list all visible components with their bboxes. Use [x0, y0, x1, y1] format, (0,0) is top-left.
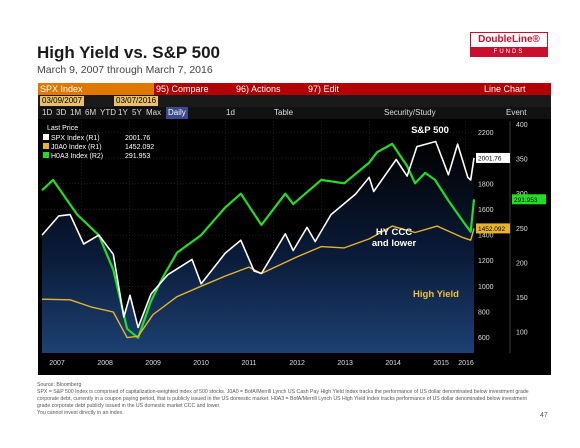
actions-menu[interactable]: 96) Actions [236, 84, 281, 94]
y-right-tick-label: 200 [516, 260, 528, 267]
spx-last-tag-bg [476, 152, 510, 163]
x-tick-label: 2011 [242, 360, 257, 367]
period-6m[interactable]: 6M [85, 108, 97, 117]
x-tick-label: 2008 [97, 360, 113, 367]
ccc-last-tag-bg [512, 194, 546, 205]
interval-select[interactable]: 1d [226, 108, 235, 117]
date-from-input[interactable]: 03/09/2007 [40, 96, 85, 106]
disclaimer: You cannot invest directly in an index. [37, 410, 124, 416]
event-button[interactable]: Event [506, 108, 527, 117]
x-tick-label: 2015 [433, 360, 449, 367]
compare-menu[interactable]: 95) Compare [156, 84, 209, 94]
y-left-tick-label: 1600 [478, 207, 494, 214]
legend-name-spx: SPX Index (R1) [51, 135, 100, 142]
period-1m[interactable]: 1M [70, 108, 82, 117]
x-tick-label: 2007 [49, 360, 65, 367]
period-max[interactable]: Max [146, 108, 162, 117]
legend-swatch-spx [43, 134, 49, 140]
spx-series-area [42, 141, 474, 353]
page-title: High Yield vs. S&P 500 [37, 43, 220, 62]
frequency-select[interactable]: Daily [166, 107, 188, 119]
page-subtitle: March 9, 2007 through March 7, 2016 [37, 64, 213, 76]
legend-j0a0: J0A0 Index (R1) 1452.092 [43, 143, 154, 153]
terminal-menu-bar: SPX Index 95) Compare 96) Actions 97) Ed… [38, 83, 551, 95]
y-right-tick-label: 150 [516, 295, 528, 302]
hy-series-line [41, 225, 475, 339]
date-to-input[interactable]: 03/07/2016 [114, 96, 159, 106]
legend-name-j0a0: J0A0 Index (R1) [51, 144, 102, 151]
legend-value-spx: 2001.76 [125, 135, 151, 142]
y-left-tick-label: 1800 [478, 181, 494, 188]
y-right-tick-label: 350 [516, 157, 528, 164]
high-yield-annotation: High Yield [413, 289, 459, 300]
source-note: Source: Bloomberg [37, 382, 82, 388]
index-definitions: SPX = S&P 500 Index is comprised of capi… [37, 389, 529, 409]
y-left-tick-label: 800 [478, 309, 490, 316]
price-chart: 2007 2008 2009 2010 2011 2012 2013 2014 2015 2016… [41, 121, 546, 367]
logo-tagline: FUNDS [470, 48, 548, 57]
security-study-button[interactable]: Security/Study [384, 108, 436, 117]
y-left-tick-label: 1200 [478, 258, 494, 265]
hy-last-tag: 1452.092 [478, 226, 505, 233]
period-3d[interactable]: 3D [56, 108, 67, 117]
y-left-tick-label: 1000 [478, 284, 494, 291]
page-number: 47 [540, 412, 548, 419]
last-price-label: Last Price [47, 125, 79, 132]
legend-name-h0a3: H0A3 Index (R2) [51, 153, 104, 160]
period-toolbar: 1D 3D 1M 6M YTD 1Y 5Y Max Daily 1d Table… [38, 107, 551, 119]
y-right-tick-label: 100 [516, 330, 528, 337]
x-tick-label: 2013 [337, 360, 353, 367]
edit-menu[interactable]: 97) Edit [308, 84, 340, 94]
table-button[interactable]: Table [274, 108, 294, 117]
sp500-annotation: S&P 500 [411, 125, 449, 136]
x-tick-label: 2010 [193, 360, 209, 367]
period-5y[interactable]: 5Y [132, 108, 142, 117]
logo-brand: DoubleLine® [470, 32, 548, 48]
x-tick-label: 2009 [145, 360, 161, 367]
period-1y[interactable]: 1Y [118, 108, 128, 117]
date-range-bar: 03/09/2007 03/07/2016 [38, 95, 551, 107]
legend-spx: SPX Index (R1) 2001.76 [43, 134, 150, 144]
legend-swatch-h0a3 [43, 152, 49, 158]
x-tick-label: 2014 [385, 360, 401, 367]
legend-value-h0a3: 291.953 [125, 153, 151, 160]
period-1d[interactable]: 1D [42, 108, 53, 117]
y-left-tick-label: 1400 [478, 233, 494, 240]
hy-ccc-annotation: HY CCC and lower [372, 227, 417, 249]
legend-h0a3: H0A3 Index (R2) 291.953 [43, 152, 150, 162]
chart-type-label: Line Chart [484, 84, 526, 94]
legend-swatch-j0a0 [43, 143, 49, 149]
y-right-tick-label: 400 [516, 122, 528, 129]
spx-series-line [41, 140, 475, 329]
spx-last-tag: 2001.76 [478, 155, 502, 162]
security-field[interactable]: SPX Index [38, 83, 154, 95]
legend-value-j0a0: 1452.092 [125, 144, 155, 151]
period-ytd[interactable]: YTD [100, 108, 116, 117]
ccc-last-tag: 291.953 [514, 197, 538, 204]
y-right-tick-label: 250 [516, 226, 528, 233]
hy-last-tag-bg [476, 223, 510, 234]
x-tick-label: 2016 [458, 360, 474, 367]
bloomberg-terminal: SPX Index 95) Compare 96) Actions 97) Ed… [38, 83, 551, 375]
doubleline-logo: DoubleLine® FUNDS [470, 32, 548, 58]
footnote: Source: Bloomberg SPX = S&P 500 Index is… [37, 382, 537, 417]
y-left-tick-label: 2200 [478, 130, 494, 137]
x-tick-label: 2012 [289, 360, 305, 367]
y-left-tick-label: 600 [478, 335, 490, 342]
